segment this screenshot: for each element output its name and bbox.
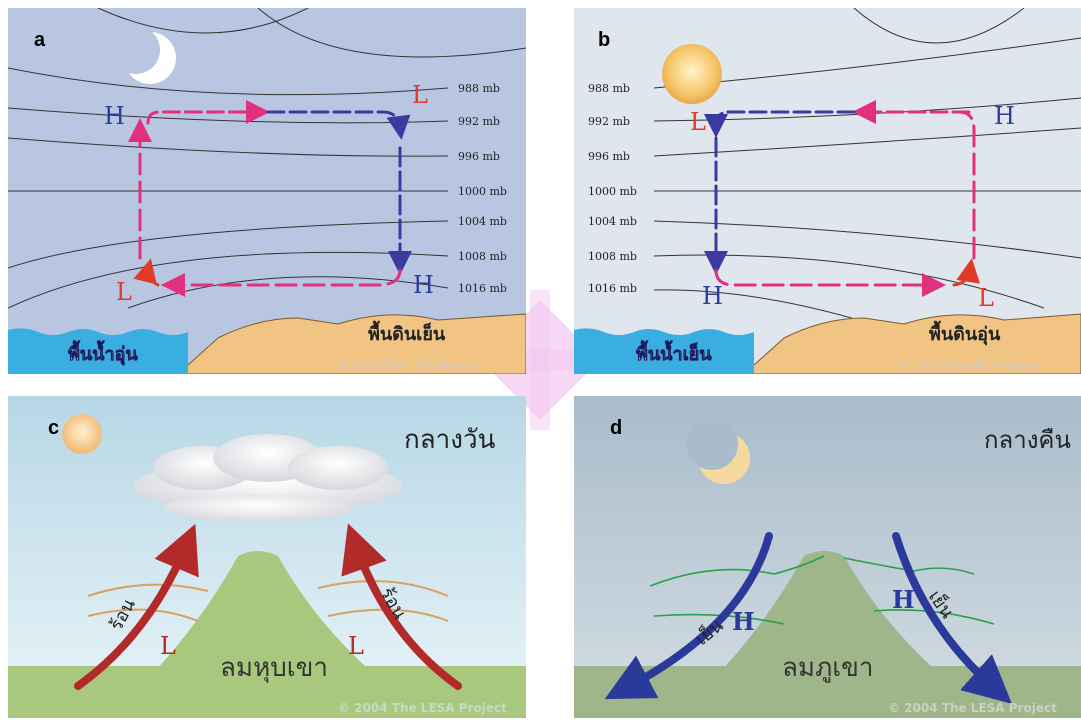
land-label: พื้นดินอุ่น [929, 320, 1001, 346]
high-pressure-label: H [892, 585, 915, 614]
isobar-label: 1000 mb [588, 185, 637, 198]
isobar-label: 1016 mb [588, 282, 637, 295]
isobar-label: 992 mb [458, 115, 500, 128]
panel-d: เย็น เย็น H H ลมภูเขา กลางคืน © 2004 The… [574, 396, 1081, 718]
moon-icon [686, 418, 750, 484]
high-pressure-label: H [994, 102, 1015, 130]
isobar-label: 996 mb [588, 150, 630, 163]
isobar-label: 1004 mb [588, 215, 637, 228]
wind-name-label: ลมหุบเขา [220, 653, 328, 683]
sun-icon [62, 414, 102, 454]
moon-icon [112, 26, 176, 84]
high-pressure-label: H [732, 607, 755, 636]
high-pressure-label: H [413, 271, 434, 299]
isobar-label: 1008 mb [458, 250, 507, 263]
isobar-label: 1000 mb [458, 185, 507, 198]
water [574, 328, 754, 374]
panel-letter: d [610, 417, 622, 439]
circulation-loop [128, 100, 412, 297]
water-label: พื้นน้ำอุ่น [68, 340, 138, 366]
circulation-loop [704, 100, 981, 297]
warm-updraft-arrows [74, 523, 462, 690]
panel-c: ร้อน ร้อน L L ลมหุบเขา กลางวัน © 2004 Th… [8, 396, 526, 718]
land [177, 313, 526, 374]
wind-name-label: ลมภูเขา [782, 653, 873, 683]
isobar-label: 992 mb [588, 115, 630, 128]
low-pressure-label: L [412, 81, 428, 109]
mountain [108, 551, 428, 718]
cool-downdraft-arrows [604, 532, 1012, 704]
low-pressure-label: L [978, 284, 994, 312]
panel-letter: a [34, 29, 46, 51]
panel-letter: c [48, 417, 59, 439]
sun-icon [662, 44, 722, 104]
cloud-icon [133, 434, 403, 522]
isobar-label: 988 mb [588, 82, 630, 95]
copyright: © 2004 The LESA Project [888, 701, 1057, 715]
water-label: พื้นน้ำเย็น [636, 340, 712, 365]
copyright: © 2003 The LESA Project [899, 360, 1039, 373]
high-pressure-label: H [104, 102, 125, 130]
panel-a: 988 mb 992 mb 996 mb 1000 mb 1004 mb 100… [8, 8, 526, 374]
panel-b: 988 mb 992 mb 996 mb 1000 mb 1004 mb 100… [574, 8, 1081, 374]
low-pressure-label: L [348, 632, 364, 660]
time-of-day-label: กลางวัน [404, 425, 496, 455]
land [743, 313, 1081, 374]
panel-letter: b [598, 29, 610, 51]
isotherm-lines [87, 580, 449, 622]
isobar-label: 1008 mb [588, 250, 637, 263]
time-of-day-label: กลางคืน [984, 426, 1071, 454]
high-pressure-label: H [702, 282, 723, 310]
low-pressure-label: L [690, 108, 706, 136]
isobar-label: 996 mb [458, 150, 500, 163]
low-pressure-label: L [160, 632, 176, 660]
isobar-label: 1016 mb [458, 282, 507, 295]
isobar-label: 988 mb [458, 82, 500, 95]
land-label: พื้นดินเย็น [368, 320, 446, 345]
mountain [674, 551, 994, 718]
isobar-label: 1004 mb [458, 215, 507, 228]
low-pressure-label: L [116, 278, 132, 306]
copyright: © 2003 The LESA Project [338, 360, 478, 373]
water [8, 328, 188, 374]
copyright: © 2004 The LESA Project [338, 701, 507, 715]
